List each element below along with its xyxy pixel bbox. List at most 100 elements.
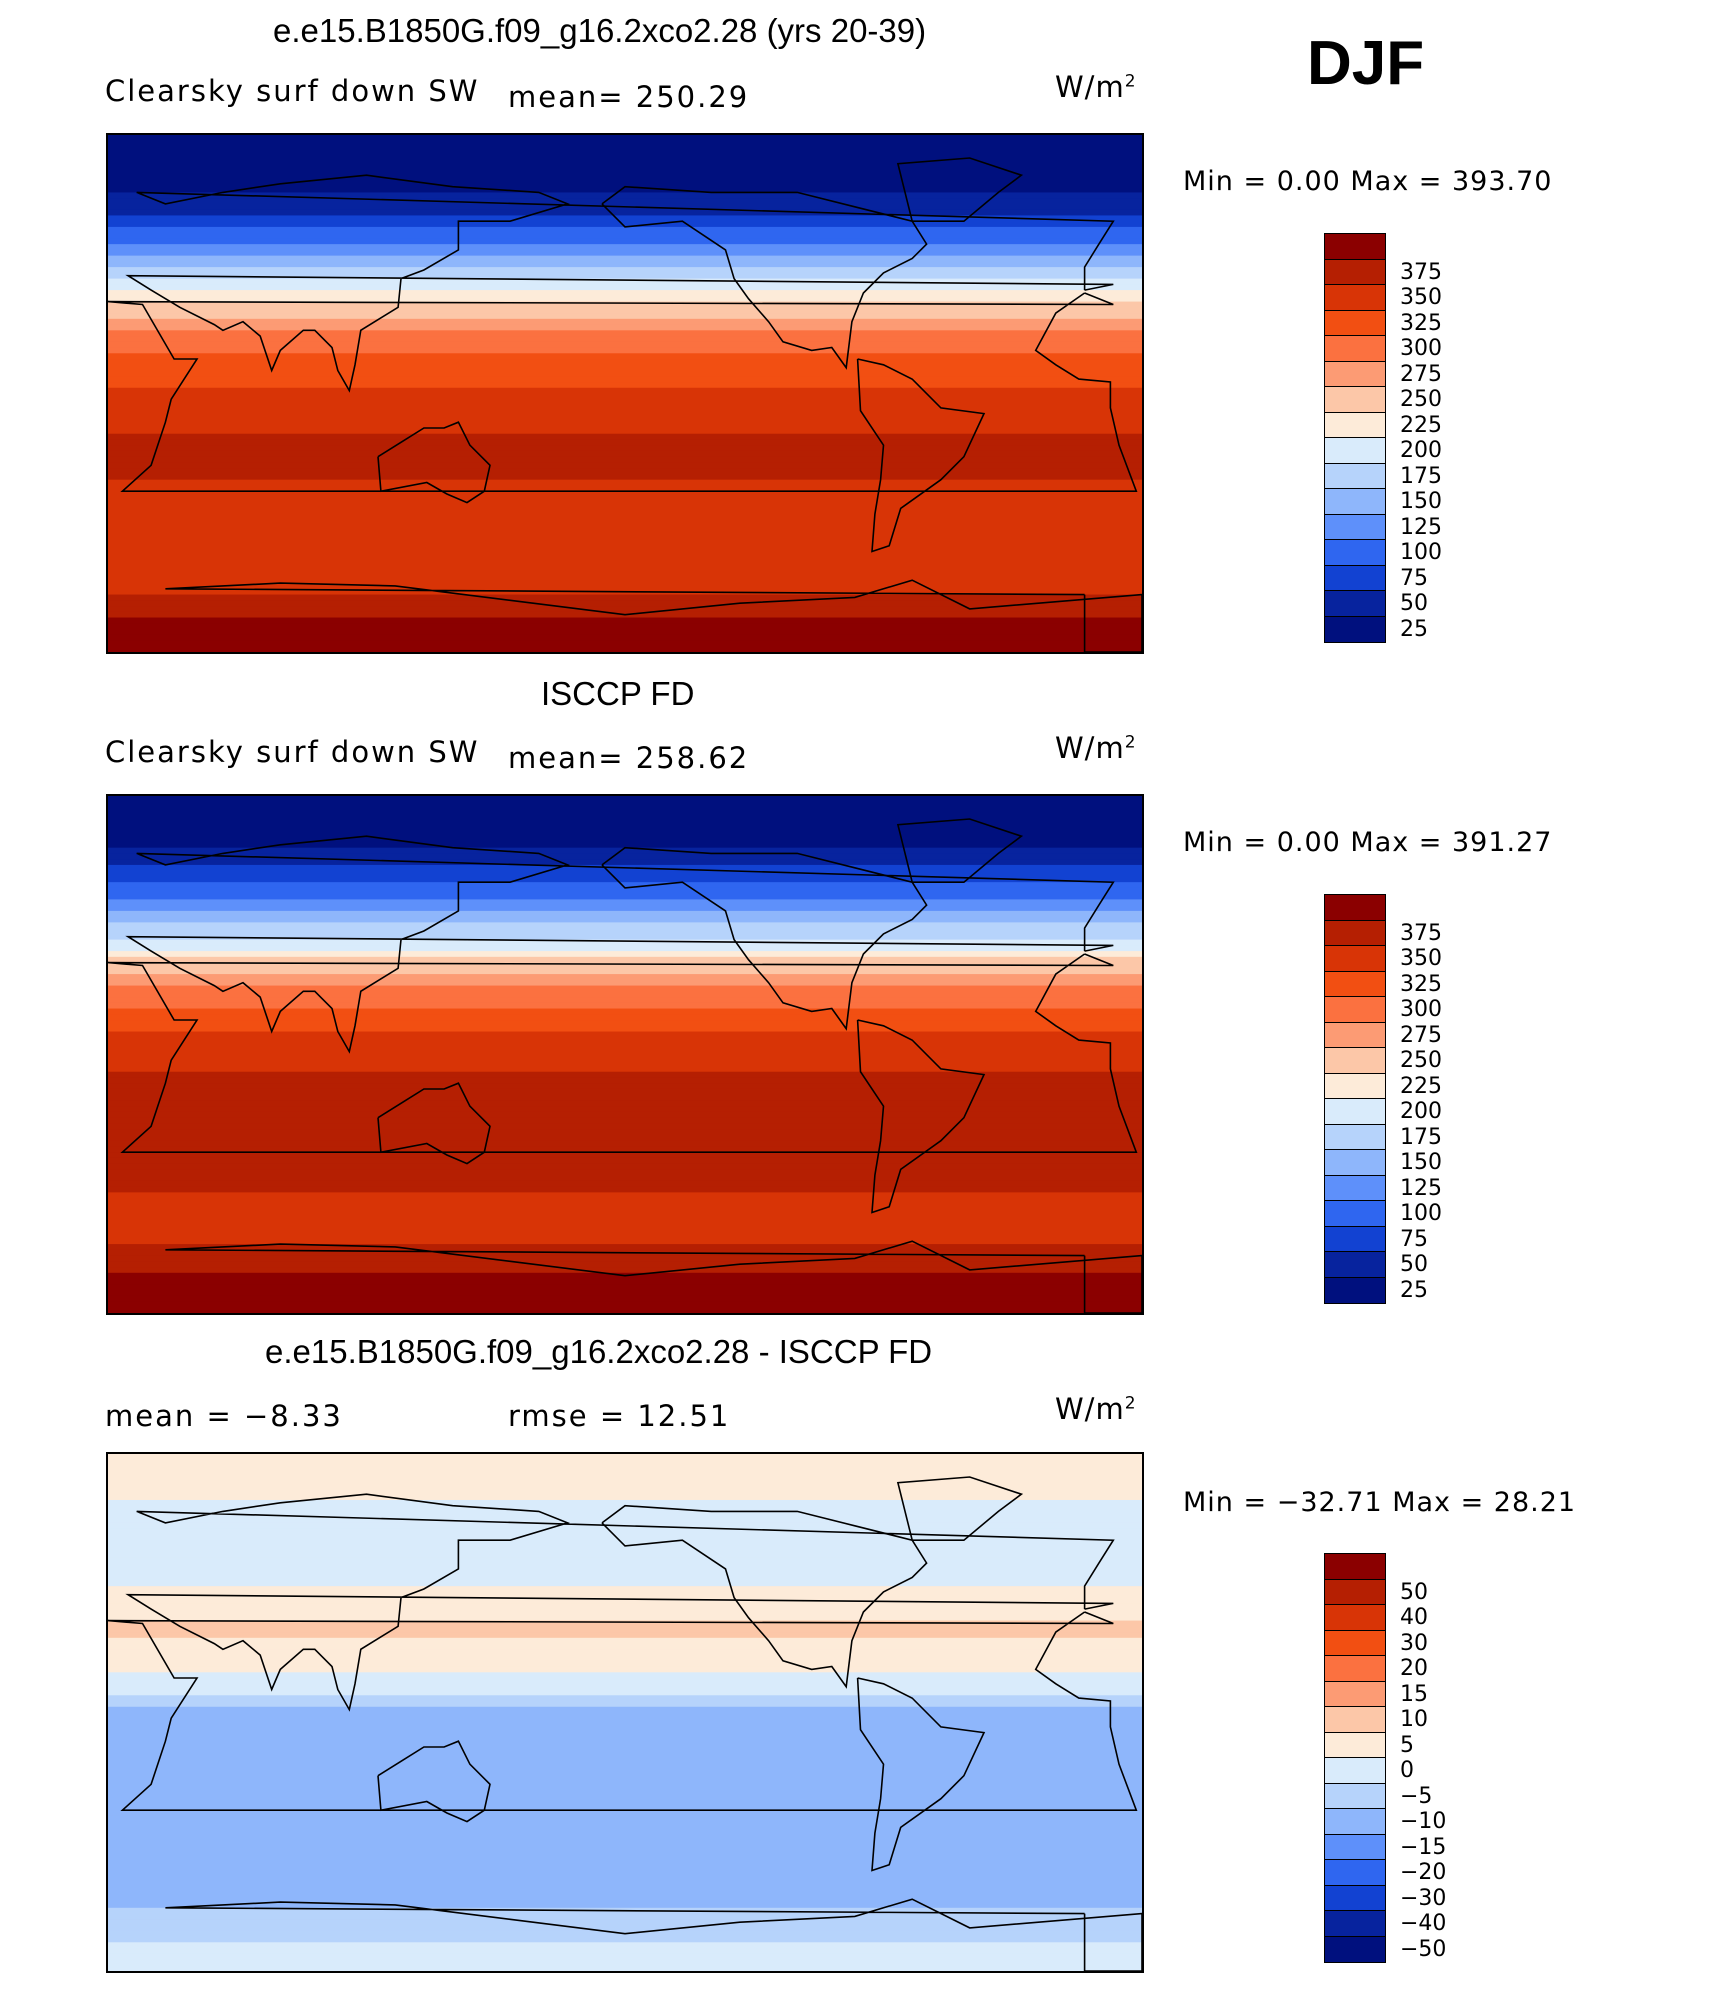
map-band: [108, 1632, 1142, 1639]
map-band: [108, 1545, 1142, 1553]
colorbar-tick-label: 125: [1400, 1175, 1442, 1201]
panel1-title: e.e15.B1850G.f09_g16.2xco2.28 (yrs 20-39…: [273, 12, 927, 49]
panel1-map: [106, 133, 1144, 654]
map-band: [108, 634, 1142, 642]
map-band: [108, 284, 1142, 291]
map-band: [108, 818, 1142, 826]
map-band: [108, 606, 1142, 613]
coastline: [896, 1476, 1024, 1541]
map-band: [108, 1568, 1142, 1576]
colorbar-segment: [1325, 1124, 1385, 1150]
map-band: [108, 186, 1142, 194]
map-band: [108, 1925, 1142, 1932]
map-band: [108, 951, 1142, 958]
map-band: [108, 560, 1142, 567]
map-band: [108, 1048, 1142, 1056]
map-band: [108, 1873, 1142, 1880]
map-band: [108, 1936, 1142, 1943]
colorbar-tick-label: 50: [1400, 1579, 1428, 1605]
map-band: [108, 1454, 1142, 1461]
map-band: [108, 1106, 1142, 1113]
map-band: [108, 1152, 1142, 1159]
map-band: [108, 905, 1142, 912]
colorbar-segment: [1325, 591, 1385, 617]
colorbar-segment: [1325, 514, 1385, 540]
map-band: [108, 928, 1142, 935]
map-band: [108, 933, 1142, 941]
panel3-minmax: Min = −32.71 Max = 28.21: [1183, 1487, 1577, 1518]
map-band: [108, 1706, 1142, 1714]
coastline: [165, 1240, 1142, 1313]
map-band: [108, 1123, 1142, 1130]
map-band: [108, 1002, 1142, 1010]
map-band: [108, 1180, 1142, 1188]
map-band: [108, 1065, 1142, 1073]
colorbar-segment: [1325, 1885, 1385, 1911]
coastline: [108, 953, 1138, 1154]
map-band: [108, 404, 1142, 412]
season-label: DJF: [1307, 29, 1425, 98]
map-band: [108, 836, 1142, 843]
map-band: [108, 1815, 1142, 1823]
panel3-title: e.e15.B1850G.f09_g16.2xco2.28 - ISCCP FD: [265, 1333, 933, 1370]
map-band: [108, 807, 1142, 814]
map-band: [108, 1008, 1142, 1015]
coastline: [601, 846, 928, 1031]
map-band: [108, 979, 1142, 987]
map-band: [108, 1838, 1142, 1846]
map-band: [108, 1850, 1142, 1857]
map-band: [108, 1517, 1142, 1524]
map-band: [108, 859, 1142, 866]
map-band: [108, 1948, 1142, 1955]
colorbar-segment: [1325, 1252, 1385, 1278]
map-band: [108, 1083, 1142, 1090]
map-band: [108, 1833, 1142, 1840]
panel3-rmse-label: rmse = 12.51: [508, 1399, 731, 1433]
colorbar-segment: [1325, 997, 1385, 1023]
colorbar-segment: [1325, 310, 1385, 336]
map-band: [108, 1301, 1142, 1308]
map-band: [108, 1884, 1142, 1892]
map-band: [108, 1203, 1142, 1211]
colorbar-tick-label: 0: [1400, 1758, 1414, 1783]
colorbar-tick-label: 50: [1400, 1252, 1428, 1277]
colorbar-tick-label: 275: [1400, 1022, 1442, 1048]
map-band: [108, 1810, 1142, 1817]
map-band: [108, 629, 1142, 636]
colorbar-tick-label: 25: [1400, 1277, 1428, 1303]
map-band: [108, 502, 1142, 509]
map-band: [108, 922, 1142, 929]
map-band: [108, 910, 1142, 918]
colorbar-tick-label: 300: [1400, 997, 1442, 1022]
map-band: [108, 1959, 1142, 1966]
colorbar-tick-label: 75: [1400, 1226, 1428, 1252]
colorbar-tick-label: 325: [1400, 310, 1442, 336]
map-band: [108, 519, 1142, 527]
map-band: [108, 1209, 1142, 1216]
map-band: [108, 887, 1142, 895]
map-band: [108, 1471, 1142, 1478]
coastline: [108, 1611, 1138, 1812]
colorbar-tick-label: 125: [1400, 514, 1442, 540]
map-band: [108, 324, 1142, 331]
coastline: [856, 1019, 986, 1214]
colorbar-tick-label: −5: [1400, 1783, 1433, 1809]
map-band: [108, 1626, 1142, 1633]
colorbar-segment: [1325, 1201, 1385, 1227]
map-band: [108, 1660, 1142, 1668]
map-band: [108, 1255, 1142, 1262]
map-band: [108, 577, 1142, 584]
colorbar-box: [1324, 1553, 1386, 1963]
map-band: [108, 801, 1142, 809]
colorbar-segment: [1325, 971, 1385, 997]
colorbar-segment: [1325, 1732, 1385, 1758]
map-band: [108, 1718, 1142, 1725]
panel2-mean-label: mean= 258.62: [508, 741, 750, 775]
map-band: [108, 531, 1142, 538]
map-band: [108, 152, 1142, 159]
map-band: [108, 491, 1142, 498]
map-band: [108, 1701, 1142, 1708]
map-band: [108, 1781, 1142, 1788]
map-band: [108, 1746, 1142, 1754]
map-band: [108, 1031, 1142, 1038]
